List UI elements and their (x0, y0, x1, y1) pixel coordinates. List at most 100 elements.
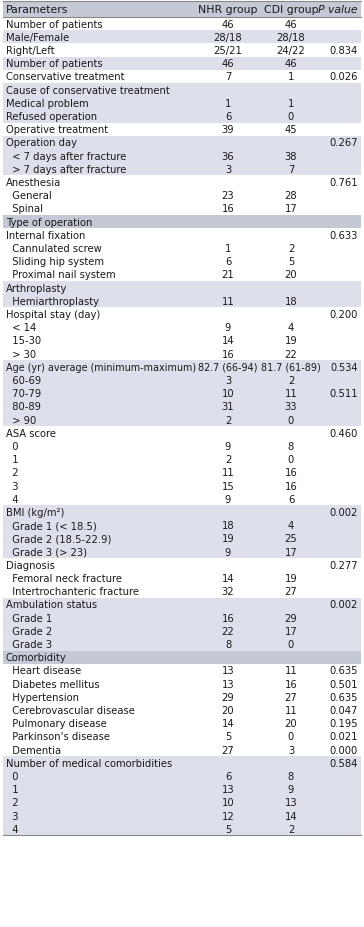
Text: Number of patients: Number of patients (6, 19, 103, 30)
Text: 20: 20 (285, 718, 297, 729)
Text: 13: 13 (222, 666, 234, 676)
Bar (3, 519, 361, 532)
Bar (3, 691, 361, 704)
Text: 36: 36 (222, 151, 234, 161)
Text: 27: 27 (285, 587, 297, 597)
Text: Medical problem: Medical problem (6, 98, 88, 108)
Bar (3, 216, 361, 229)
Text: Operative treatment: Operative treatment (6, 125, 108, 135)
Text: 13: 13 (222, 784, 234, 794)
Bar (3, 2, 361, 18)
Bar (3, 664, 361, 678)
Text: 16: 16 (285, 468, 297, 478)
Bar (3, 269, 361, 282)
Text: > 7 days after fracture: > 7 days after fracture (6, 165, 126, 174)
Text: 20: 20 (222, 705, 234, 716)
Text: Number of medical comorbidities: Number of medical comorbidities (6, 758, 172, 768)
Text: 9: 9 (288, 784, 294, 794)
Text: 21: 21 (222, 270, 234, 280)
Bar (3, 506, 361, 519)
Text: 38: 38 (285, 151, 297, 161)
Bar (3, 374, 361, 387)
Text: 22: 22 (285, 349, 297, 360)
Bar (3, 704, 361, 717)
Text: 13: 13 (222, 679, 234, 689)
Text: Intertrochanteric fracture: Intertrochanteric fracture (6, 587, 139, 597)
Bar (3, 796, 361, 809)
Text: 3: 3 (225, 165, 231, 174)
Text: 25: 25 (285, 534, 297, 544)
Text: Anesthesia: Anesthesia (6, 178, 61, 188)
Text: 17: 17 (285, 626, 297, 636)
Text: Spinal: Spinal (6, 204, 43, 214)
Text: 9: 9 (225, 494, 231, 504)
Text: 0.002: 0.002 (330, 507, 358, 517)
Text: 25/21: 25/21 (214, 46, 242, 56)
Bar (3, 18, 361, 32)
Text: 23: 23 (222, 191, 234, 201)
Text: Femoral neck fracture: Femoral neck fracture (6, 574, 122, 583)
Text: 39: 39 (222, 125, 234, 135)
Bar (3, 189, 361, 203)
Text: 6: 6 (225, 771, 231, 781)
Text: 0.026: 0.026 (329, 72, 358, 83)
Text: 14: 14 (222, 337, 234, 346)
Text: 8: 8 (288, 441, 294, 451)
Text: 0: 0 (288, 455, 294, 464)
Text: 70-79: 70-79 (6, 388, 41, 399)
Text: < 14: < 14 (6, 323, 36, 333)
Text: 8: 8 (288, 771, 294, 781)
Text: 12: 12 (222, 811, 234, 820)
Text: 0.534: 0.534 (331, 362, 358, 373)
Text: 0: 0 (288, 415, 294, 425)
Text: Proximal nail system: Proximal nail system (6, 270, 116, 280)
Text: Conservative treatment: Conservative treatment (6, 72, 124, 83)
Text: 4: 4 (288, 521, 294, 530)
Text: 16: 16 (285, 481, 297, 491)
Text: Comorbidity: Comorbidity (6, 653, 67, 663)
Text: 9: 9 (225, 323, 231, 333)
Text: 11: 11 (285, 388, 297, 399)
Text: Right/Left: Right/Left (6, 46, 55, 56)
Text: Arthroplasty: Arthroplasty (6, 284, 67, 293)
Text: 6: 6 (288, 494, 294, 504)
Bar (3, 782, 361, 796)
Text: 5: 5 (225, 731, 231, 742)
Text: Ambulation status: Ambulation status (6, 600, 97, 610)
Text: < 7 days after fracture: < 7 days after fracture (6, 151, 126, 161)
Text: 46: 46 (285, 19, 297, 30)
Text: Grade 2: Grade 2 (6, 626, 52, 636)
Text: 0.000: 0.000 (330, 744, 358, 755)
Text: ASA score: ASA score (6, 428, 56, 438)
Bar (3, 70, 361, 84)
Bar (3, 559, 361, 572)
Text: 0.834: 0.834 (330, 46, 358, 56)
Text: 0.195: 0.195 (329, 718, 358, 729)
Text: Parameters: Parameters (6, 5, 68, 15)
Text: 1: 1 (225, 98, 231, 108)
Text: 3: 3 (225, 375, 231, 386)
Text: 16: 16 (222, 204, 234, 214)
Text: 22: 22 (222, 626, 234, 636)
Text: 13: 13 (285, 797, 297, 807)
Text: Grade 1 (< 18.5): Grade 1 (< 18.5) (6, 521, 97, 530)
Bar (3, 492, 361, 506)
Text: 4: 4 (6, 494, 19, 504)
Text: 11: 11 (285, 666, 297, 676)
Text: 0.584: 0.584 (330, 758, 358, 768)
Text: 6: 6 (225, 112, 231, 121)
Text: CDI group: CDI group (264, 5, 318, 15)
Bar (3, 756, 361, 769)
Text: 28: 28 (285, 191, 297, 201)
Text: Dementia: Dementia (6, 744, 61, 755)
Text: 19: 19 (222, 534, 234, 544)
Text: 24/22: 24/22 (277, 46, 305, 56)
Text: P value: P value (318, 5, 358, 15)
Text: Type of operation: Type of operation (6, 217, 92, 227)
Bar (3, 678, 361, 691)
Text: Cause of conservative treatment: Cause of conservative treatment (6, 85, 170, 95)
Text: 46: 46 (222, 19, 234, 30)
Bar (3, 651, 361, 664)
Text: 2: 2 (225, 415, 231, 425)
Text: Sliding hip system: Sliding hip system (6, 257, 104, 267)
